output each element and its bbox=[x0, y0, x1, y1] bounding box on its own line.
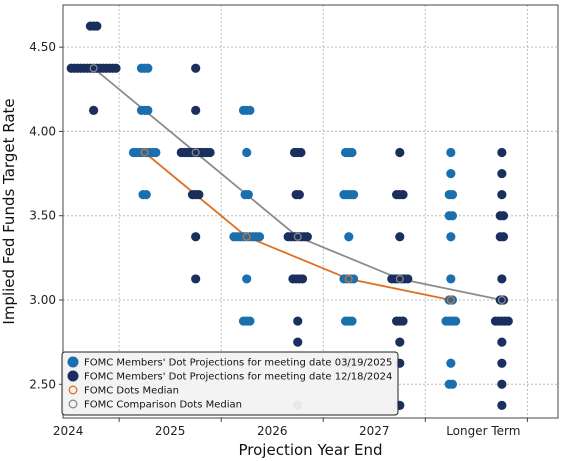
dot-current bbox=[451, 316, 461, 326]
legend-marker bbox=[67, 356, 79, 368]
legend-label: FOMC Members' Dot Projections for meetin… bbox=[84, 358, 392, 369]
dot-previous bbox=[395, 147, 405, 158]
dot-previous bbox=[498, 295, 509, 305]
dot-current bbox=[344, 232, 354, 242]
comparison-median-marker bbox=[395, 274, 404, 283]
dot-previous bbox=[293, 316, 303, 326]
median-markers bbox=[89, 64, 506, 305]
dot-current bbox=[143, 63, 153, 73]
dot-previous bbox=[191, 63, 201, 73]
comparison-median-marker bbox=[497, 296, 506, 305]
dot-current bbox=[446, 232, 456, 242]
dot-current bbox=[143, 105, 153, 115]
dot-previous bbox=[403, 274, 413, 284]
dot-current bbox=[242, 274, 252, 284]
x-tick-label: 2024 bbox=[53, 424, 84, 438]
dot-current bbox=[347, 147, 357, 158]
legend-marker bbox=[67, 370, 79, 382]
dot-previous bbox=[293, 337, 303, 347]
dot-previous bbox=[194, 190, 204, 200]
x-tick-label: Longer Term bbox=[446, 424, 520, 438]
dot-previous bbox=[497, 379, 507, 389]
dot-current bbox=[347, 316, 357, 326]
dot-previous bbox=[92, 21, 102, 31]
dot-current bbox=[446, 358, 456, 368]
dot-current bbox=[245, 105, 255, 115]
dot-current bbox=[151, 147, 161, 158]
legend-label: FOMC Members' Dot Projections for meetin… bbox=[84, 372, 392, 383]
grid-lines bbox=[63, 5, 558, 418]
dot-previous bbox=[398, 190, 408, 200]
dot-previous bbox=[111, 63, 121, 73]
dot-current bbox=[446, 147, 456, 158]
dot-current bbox=[447, 211, 458, 221]
median-marker bbox=[446, 296, 455, 305]
dot-previous bbox=[497, 358, 507, 368]
dot-previous bbox=[395, 232, 405, 242]
axes: 2.50 3.00 3.50 4.00 4.50 2024 2025 2026 2027 Long… bbox=[29, 4, 559, 438]
dot-current bbox=[245, 316, 255, 326]
y-tick-label: 3.00 bbox=[29, 293, 56, 307]
median-marker bbox=[242, 232, 251, 241]
median-marker bbox=[344, 274, 353, 283]
comparison-median-marker bbox=[89, 64, 98, 73]
x-tick-label: 2026 bbox=[257, 424, 288, 438]
x-tick-label: 2027 bbox=[359, 424, 390, 438]
dot-previous bbox=[497, 274, 507, 284]
y-tick-label: 2.50 bbox=[29, 377, 56, 391]
median-lines bbox=[93, 67, 503, 301]
plot-frame bbox=[62, 4, 559, 419]
dot-previous bbox=[294, 190, 304, 200]
dot-previous bbox=[89, 105, 99, 115]
dot-current bbox=[254, 232, 265, 242]
dot-current bbox=[243, 190, 253, 200]
dot-previous bbox=[296, 147, 306, 158]
y-tick-label: 3.50 bbox=[29, 209, 56, 223]
dot-current bbox=[447, 190, 458, 200]
legend-label: FOMC Dots Median bbox=[84, 386, 179, 397]
dot-current bbox=[446, 274, 456, 284]
y-tick-label: 4.50 bbox=[29, 40, 56, 54]
dot-previous bbox=[191, 274, 201, 284]
dot-previous bbox=[497, 190, 507, 200]
dot-previous bbox=[497, 337, 507, 347]
dot-current bbox=[242, 147, 252, 158]
x-axis-title: Projection Year End bbox=[239, 441, 383, 459]
dot-previous bbox=[503, 316, 513, 326]
dot-previous bbox=[395, 337, 405, 347]
dot-previous bbox=[497, 400, 507, 410]
x-tick-label: 2025 bbox=[155, 424, 186, 438]
dot-previous bbox=[205, 147, 215, 158]
dot-previous bbox=[297, 274, 308, 284]
comparison-median-line bbox=[93, 67, 503, 301]
dot-projections bbox=[66, 21, 513, 410]
legend-box bbox=[61, 351, 399, 416]
dot-previous bbox=[498, 211, 509, 221]
dot-previous bbox=[498, 232, 509, 242]
dot-current bbox=[141, 190, 151, 200]
dot-current bbox=[447, 295, 458, 305]
y-axis-title: Implied Fed Funds Target Rate bbox=[0, 98, 18, 324]
dot-current bbox=[447, 379, 458, 389]
legend-marker bbox=[68, 385, 78, 395]
median-marker bbox=[140, 148, 149, 157]
dot-previous bbox=[302, 232, 312, 242]
dot-current bbox=[348, 190, 359, 200]
dot-previous bbox=[191, 105, 201, 115]
y-tick-label: 4.00 bbox=[29, 124, 56, 138]
dot-previous bbox=[191, 232, 201, 242]
legend: FOMC Members' Dot Projections for meetin… bbox=[61, 351, 399, 416]
legend-marker bbox=[68, 399, 78, 409]
dot-previous bbox=[497, 168, 507, 179]
legend-label: FOMC Comparison Dots Median bbox=[84, 400, 242, 411]
dot-previous bbox=[398, 316, 408, 326]
comparison-median-marker bbox=[191, 148, 200, 157]
dot-current bbox=[446, 168, 456, 179]
dot-previous bbox=[497, 147, 507, 158]
comparison-median-marker bbox=[293, 232, 302, 241]
